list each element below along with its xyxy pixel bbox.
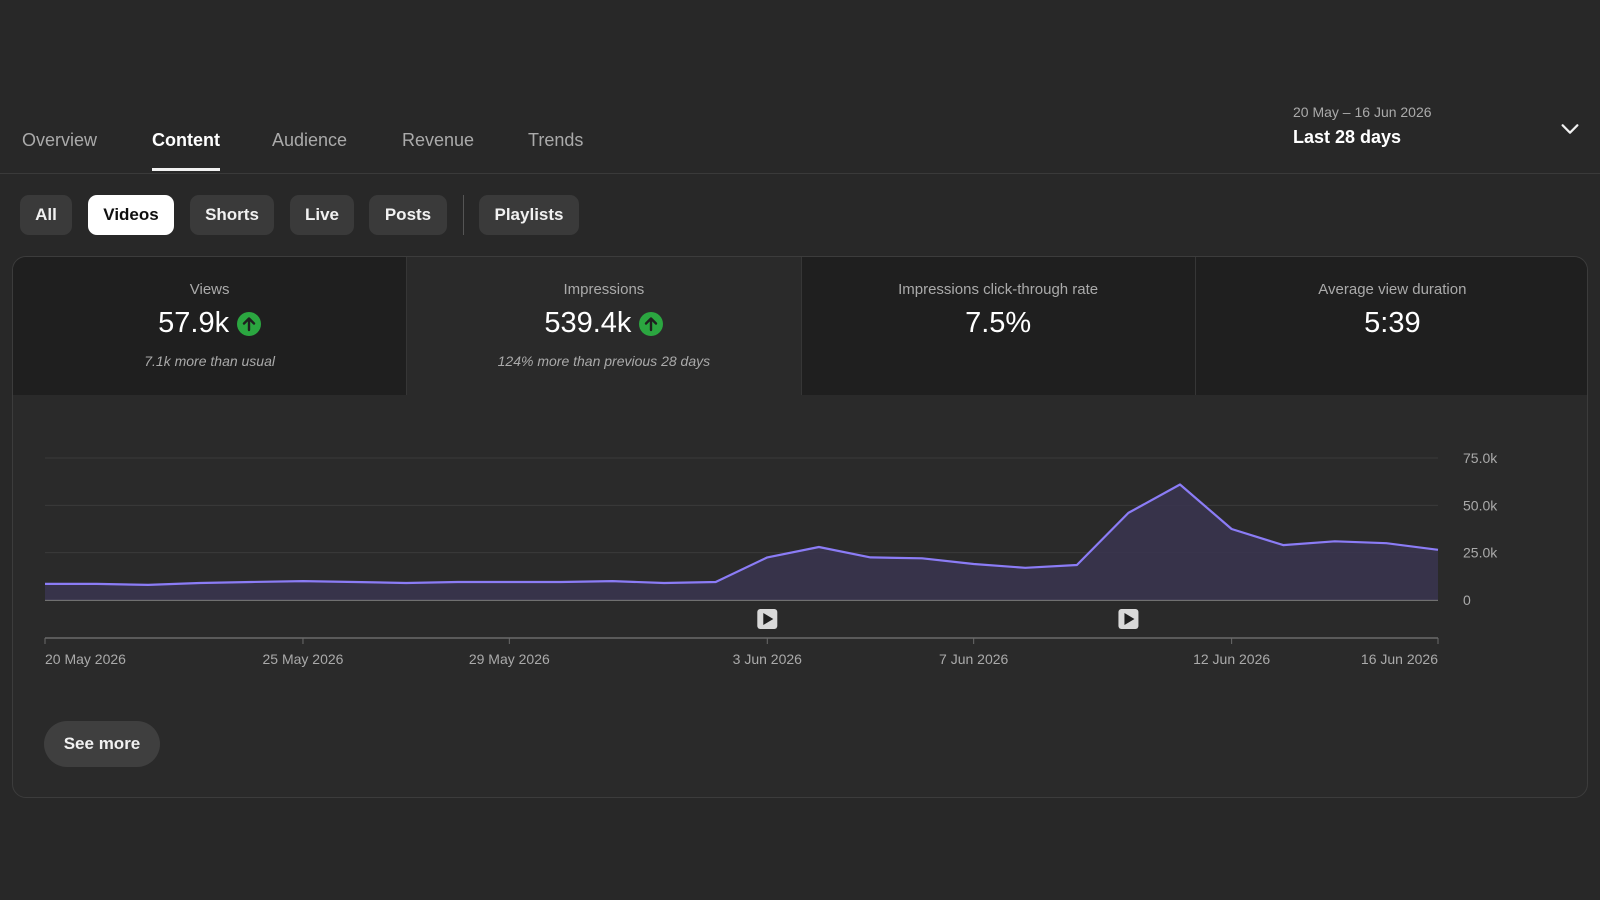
metric-label: Views (189, 281, 230, 298)
data-point (146, 583, 150, 587)
x-tick-label: 25 May 2026 (262, 651, 343, 667)
chip-divider (463, 195, 464, 235)
metric-label: Impressions click-through rate (898, 281, 1099, 298)
x-tick-label: 3 Jun 2026 (733, 651, 802, 667)
metric-impressions[interactable]: Impressions 539.4k 124% more than previo… (407, 257, 802, 395)
analytics-tab-bar: Overview Content Audience Revenue Trends… (0, 0, 1600, 174)
see-more-button[interactable]: See more (44, 721, 160, 767)
chip-shorts[interactable]: Shorts (190, 195, 274, 235)
data-point (611, 579, 615, 583)
metric-value: 5:39 (1364, 307, 1421, 339)
chip-live[interactable]: Live (290, 195, 354, 235)
data-point (95, 582, 99, 586)
x-tick-label: 12 Jun 2026 (1193, 651, 1270, 667)
data-point (301, 579, 305, 583)
y-tick-label: 25.0k (1463, 545, 1498, 561)
chevron-down-icon[interactable] (1559, 118, 1581, 140)
metric-label: Impressions (563, 281, 645, 298)
metric-value: 7.5% (965, 307, 1032, 339)
x-tick-label: 16 Jun 2026 (1361, 651, 1438, 667)
chip-posts[interactable]: Posts (369, 195, 447, 235)
metric-note: 7.1k more than usual (144, 353, 275, 369)
date-range-text: 20 May – 16 Jun 2026 (1293, 104, 1432, 120)
series-area (45, 484, 1438, 600)
chip-all[interactable]: All (20, 195, 72, 235)
tab-audience[interactable]: Audience (272, 130, 348, 150)
data-point (456, 580, 460, 584)
metric-label: Average view duration (1318, 281, 1467, 298)
data-point (1230, 527, 1234, 531)
data-point (972, 562, 976, 566)
data-point (43, 582, 47, 586)
data-point (1436, 548, 1440, 552)
metric-value: 57.9k (158, 307, 230, 339)
trend-up-icon (237, 311, 262, 336)
data-point (1126, 511, 1130, 515)
chip-playlists[interactable]: Playlists (479, 195, 579, 235)
y-tick-label: 0 (1463, 592, 1471, 608)
date-range-picker[interactable]: 20 May – 16 Jun 2026 Last 28 days (1280, 100, 1585, 156)
data-point (249, 580, 253, 584)
date-range-label: Last 28 days (1293, 127, 1402, 147)
content-metrics-card: Views 57.9k 7.1k more than usual Impress… (12, 256, 1588, 798)
metric-views[interactable]: Views 57.9k 7.1k more than usual (13, 257, 408, 395)
series-line (45, 483, 1439, 586)
data-point (868, 555, 872, 559)
chip-videos[interactable]: Videos (88, 195, 174, 235)
metric-ctr[interactable]: Impressions click-through rate 7.5% (801, 257, 1196, 395)
data-point (765, 555, 769, 559)
tab-overview[interactable]: Overview (22, 130, 98, 150)
metric-value: 539.4k (544, 307, 632, 339)
y-tick-label: 50.0k (1463, 497, 1498, 513)
data-point (1023, 566, 1027, 570)
data-point (404, 581, 408, 585)
data-point (1075, 563, 1079, 567)
data-point (559, 580, 563, 584)
play-icon[interactable] (757, 609, 778, 629)
tab-revenue[interactable]: Revenue (402, 130, 475, 150)
content-type-filter: All Videos Shorts Live Posts Playlists (0, 195, 800, 235)
data-point (714, 580, 718, 584)
data-point (353, 580, 357, 584)
x-tick-label: 20 May 2026 (45, 651, 126, 667)
metric-tabs: Views 57.9k 7.1k more than usual Impress… (13, 257, 1587, 395)
metric-average-view-duration[interactable]: Average view duration 5:39 (1195, 257, 1587, 395)
play-icon[interactable] (1118, 609, 1139, 629)
data-point (817, 545, 821, 549)
data-point (662, 581, 666, 585)
y-tick-label: 75.0k (1463, 450, 1498, 466)
data-point (1281, 543, 1285, 547)
x-tick-label: 29 May 2026 (469, 651, 550, 667)
data-point (920, 556, 924, 560)
active-tab-indicator (152, 168, 220, 171)
tab-content[interactable]: Content (152, 130, 220, 150)
data-point (507, 580, 511, 584)
data-point (1333, 539, 1337, 543)
views-chart: 75.0k 50.0k 25.0k 0 20 May 2026 25 May 2026 29… (43, 450, 1498, 667)
trend-up-icon (639, 311, 664, 336)
tab-trends[interactable]: Trends (528, 130, 584, 150)
metric-note: 124% more than previous 28 days (497, 353, 711, 369)
data-point (1178, 483, 1182, 487)
data-point (1384, 541, 1388, 545)
data-point (198, 581, 202, 585)
x-tick-label: 7 Jun 2026 (939, 651, 1008, 667)
